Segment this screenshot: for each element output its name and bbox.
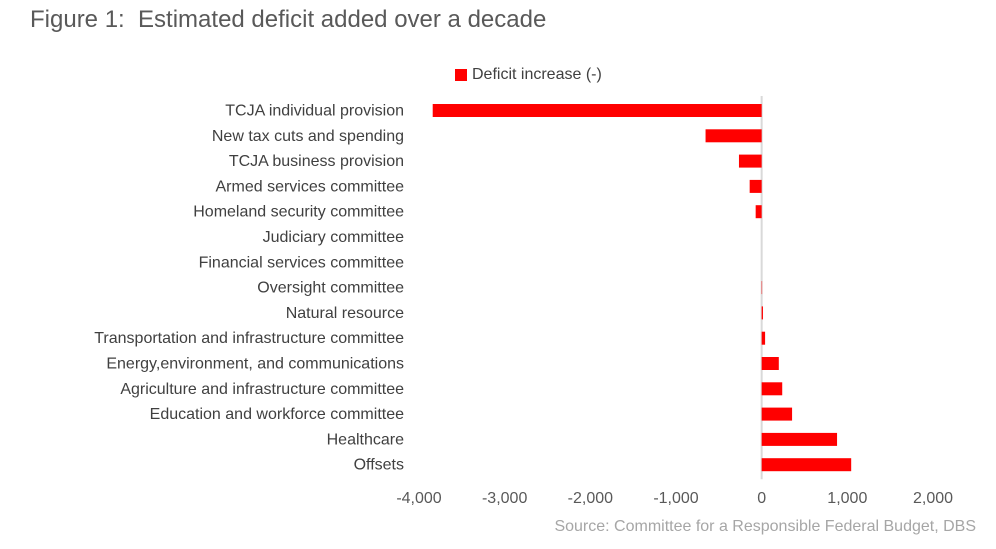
category-label: Oversight committee [257, 280, 404, 297]
category-label: Natural resource [286, 305, 404, 322]
chart-title: Figure 1: Estimated deficit added over a… [30, 6, 547, 33]
category-label: Transportation and infrastructure commit… [94, 330, 404, 347]
category-label: Judiciary committee [263, 229, 404, 246]
legend: Deficit increase (-) [455, 66, 602, 84]
x-tick-label: -2,000 [568, 490, 613, 507]
bar [432, 104, 762, 117]
bar [761, 407, 793, 421]
x-tick-label: -3,000 [482, 490, 527, 507]
bar [761, 357, 779, 370]
bar [761, 458, 852, 472]
bar [761, 306, 763, 320]
category-label: TCJA individual provision [225, 103, 404, 120]
category-label: Agriculture and infrastructure committee [120, 381, 404, 398]
category-label: Healthcare [327, 431, 404, 448]
category-label: Education and workforce committee [150, 406, 404, 423]
bar [738, 154, 762, 168]
legend-label: Deficit increase (-) [472, 66, 602, 83]
category-label: New tax cuts and spending [212, 128, 404, 145]
bar [761, 432, 838, 446]
bar [749, 179, 762, 193]
x-tick-label: 0 [757, 490, 766, 507]
bar [761, 331, 766, 345]
bar [705, 129, 762, 143]
source-note: Source: Committee for a Responsible Fede… [554, 518, 976, 535]
x-tick-label: 1,000 [827, 490, 867, 507]
legend-swatch [455, 69, 467, 81]
x-tick-label: -1,000 [653, 490, 698, 507]
category-label: TCJA business provision [229, 153, 404, 170]
category-label: Offsets [354, 457, 404, 474]
category-label: Homeland security committee [193, 204, 404, 221]
x-tick-label: 2,000 [913, 490, 953, 507]
category-label: Energy,environment, and communications [106, 356, 404, 373]
category-label: Armed services committee [216, 178, 405, 195]
x-tick-label: -4,000 [396, 490, 441, 507]
bar [755, 205, 762, 219]
category-label: Financial services committee [199, 254, 405, 271]
bar [761, 382, 783, 396]
